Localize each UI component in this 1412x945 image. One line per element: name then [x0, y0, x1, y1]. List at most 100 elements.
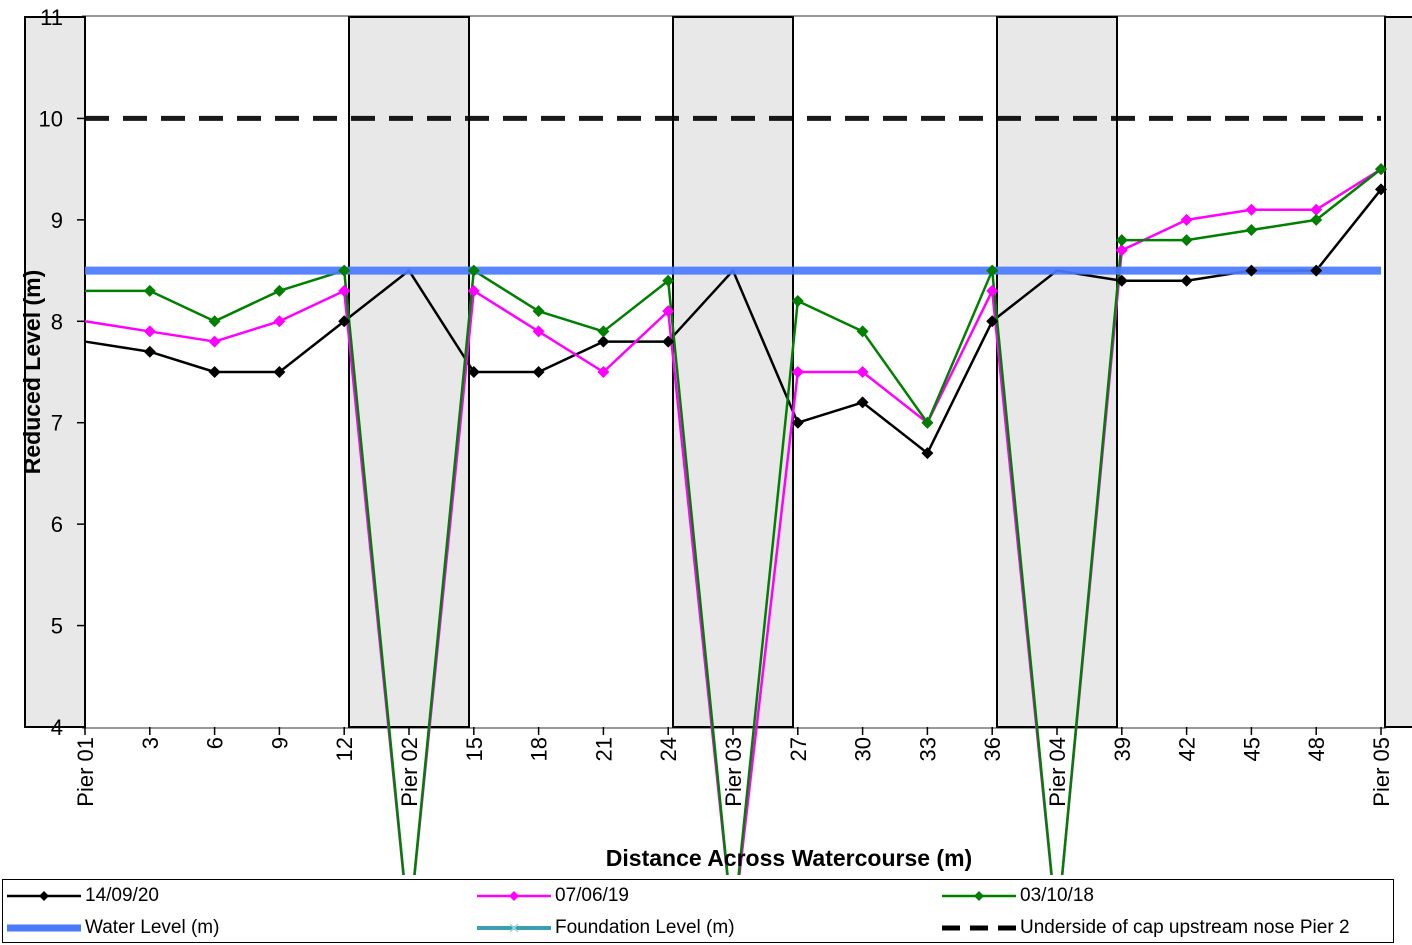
- marker-07-06-19-3: [143, 325, 156, 338]
- marker-14-09-20-36: [986, 315, 999, 328]
- legend-label: 14/09/20: [85, 885, 159, 906]
- marker-03-10-18-15: [467, 264, 480, 277]
- marker-14-09-20-24: [662, 335, 675, 348]
- marker-03-10-18-36: [986, 264, 999, 277]
- pier-block-pier-03: [672, 16, 794, 728]
- marker-14-09-20-6: [208, 366, 221, 378]
- marker-07-06-19-18: [532, 325, 545, 338]
- x-tick-label-18: 18: [527, 737, 552, 761]
- marker-07-06-19-48: [1310, 203, 1323, 216]
- marker-03-10-18-42: [1180, 234, 1193, 247]
- marker-07-06-19-24: [662, 305, 675, 318]
- x-tick-label-6: 6: [203, 737, 228, 749]
- legend-item-water-level: Water Level (m): [5, 913, 219, 943]
- legend-label: 03/10/18: [1020, 885, 1094, 906]
- marker-03-10-18-21: [597, 325, 610, 338]
- marker-14-09-20-3: [143, 345, 156, 358]
- legend-item-foundation-level: Foundation Level (m): [475, 913, 735, 943]
- y-tick-label: 8: [51, 309, 63, 334]
- y-tick-label: 7: [51, 411, 63, 436]
- legend-label: Foundation Level (m): [555, 917, 735, 938]
- legend-swatch-07-06-19: [477, 891, 551, 901]
- marker-07-06-19-9: [273, 315, 286, 328]
- legend-label: Water Level (m): [85, 917, 220, 938]
- marker-07-06-19-21: [597, 366, 610, 378]
- y-tick-label: 11: [40, 5, 63, 30]
- series-line-07-06-19: [84, 168, 1382, 875]
- marker-03-10-18-33: [921, 416, 934, 429]
- pier-block-pier-01: [24, 16, 86, 728]
- y-tick-label: 5: [51, 614, 63, 639]
- legend-swatch-underside-of-cap: [942, 925, 1016, 931]
- x-tick-label-39: 39: [1110, 737, 1135, 761]
- marker-14-09-20-39: [1115, 274, 1128, 287]
- legend-swatch-03-10-18: [942, 891, 1016, 901]
- marker-07-06-19-12: [338, 284, 351, 297]
- marker-07-06-19-15: [467, 284, 480, 297]
- marker-03-10-18-27: [791, 295, 804, 307]
- marker-14-09-20-pier-05: [1375, 183, 1387, 196]
- legend: 14/09/20 07/06/19 03/10/18 Water Level (…: [2, 879, 1394, 943]
- legend-item-03-10-18: 03/10/18: [940, 881, 1094, 911]
- y-tick-label: 10: [39, 106, 63, 131]
- marker-14-09-20-48: [1310, 264, 1323, 277]
- marker-03-10-18-12: [338, 264, 351, 277]
- x-tick-label-48: 48: [1304, 737, 1329, 761]
- x-tick-label-12: 12: [332, 737, 357, 761]
- x-tick-label-3: 3: [138, 737, 163, 749]
- x-tick-label-36: 36: [980, 737, 1005, 761]
- legend-label: 07/06/19: [555, 885, 629, 906]
- x-tick-label-27: 27: [786, 737, 811, 761]
- y-tick-label: 6: [51, 512, 63, 537]
- legend-swatch-14-09-20: [7, 891, 81, 901]
- legend-item-underside-of-cap: Underside of cap upstream nose Pier 2: [940, 913, 1350, 943]
- pier-block-pier-05: [1384, 16, 1412, 728]
- marker-14-09-20-9: [273, 366, 286, 378]
- y-tick-label: 9: [51, 208, 63, 233]
- legend-label: Underside of cap upstream nose Pier 2: [1020, 917, 1350, 938]
- x-tick-label-pier-03: Pier 03: [721, 737, 746, 807]
- legend-item-07-06-19: 07/06/19: [475, 881, 629, 911]
- x-tick-label-pier-01: Pier 01: [73, 737, 98, 807]
- marker-07-06-19-30: [856, 366, 869, 378]
- marker-03-10-18-48: [1310, 213, 1323, 226]
- marker-03-10-18-45: [1245, 224, 1258, 236]
- marker-14-09-20-18: [532, 366, 545, 378]
- marker-07-06-19-27: [791, 366, 804, 378]
- x-tick-label-15: 15: [462, 737, 487, 761]
- marker-14-09-20-21: [597, 335, 610, 348]
- marker-07-06-19-39: [1115, 244, 1128, 257]
- x-tick-label-9: 9: [267, 737, 292, 749]
- marker-14-09-20-45: [1245, 264, 1258, 277]
- marker-07-06-19-42: [1180, 213, 1193, 226]
- x-tick-label-33: 33: [915, 737, 940, 761]
- marker-03-10-18-6: [208, 315, 221, 328]
- legend-swatch-water-level: [7, 924, 81, 932]
- x-tick-label-42: 42: [1175, 737, 1200, 761]
- x-tick-label-30: 30: [851, 737, 876, 761]
- x-axis-title: Distance Across Watercourse (m): [606, 845, 972, 871]
- marker-14-09-20-27: [791, 416, 804, 429]
- marker-03-10-18-18: [532, 305, 545, 318]
- pier-block-pier-02: [348, 16, 470, 728]
- marker-14-09-20-42: [1180, 274, 1193, 287]
- y-tick-label: 4: [51, 715, 63, 740]
- marker-03-10-18-9: [273, 284, 286, 297]
- pier-block-pier-04: [996, 16, 1118, 728]
- marker-14-09-20-33: [921, 447, 934, 460]
- marker-14-09-20-30: [856, 396, 869, 409]
- legend-swatch-foundation-level: [477, 923, 551, 933]
- marker-03-10-18-24: [662, 274, 675, 287]
- legend-item-14-09-20: 14/09/20: [5, 881, 159, 911]
- series-line-03-10-18: [85, 168, 1382, 875]
- x-tick-label-45: 45: [1239, 737, 1264, 761]
- marker-03-10-18-pier-05: [1375, 163, 1387, 176]
- marker-07-06-19-36: [986, 284, 999, 297]
- x-tick-label-pier-05: Pier 05: [1369, 737, 1394, 807]
- marker-14-09-20-12: [338, 315, 351, 328]
- marker-07-06-19-45: [1245, 203, 1258, 216]
- x-tick-label-24: 24: [656, 737, 681, 761]
- marker-14-09-20-15: [467, 366, 480, 378]
- marker-03-10-18-30: [856, 325, 869, 338]
